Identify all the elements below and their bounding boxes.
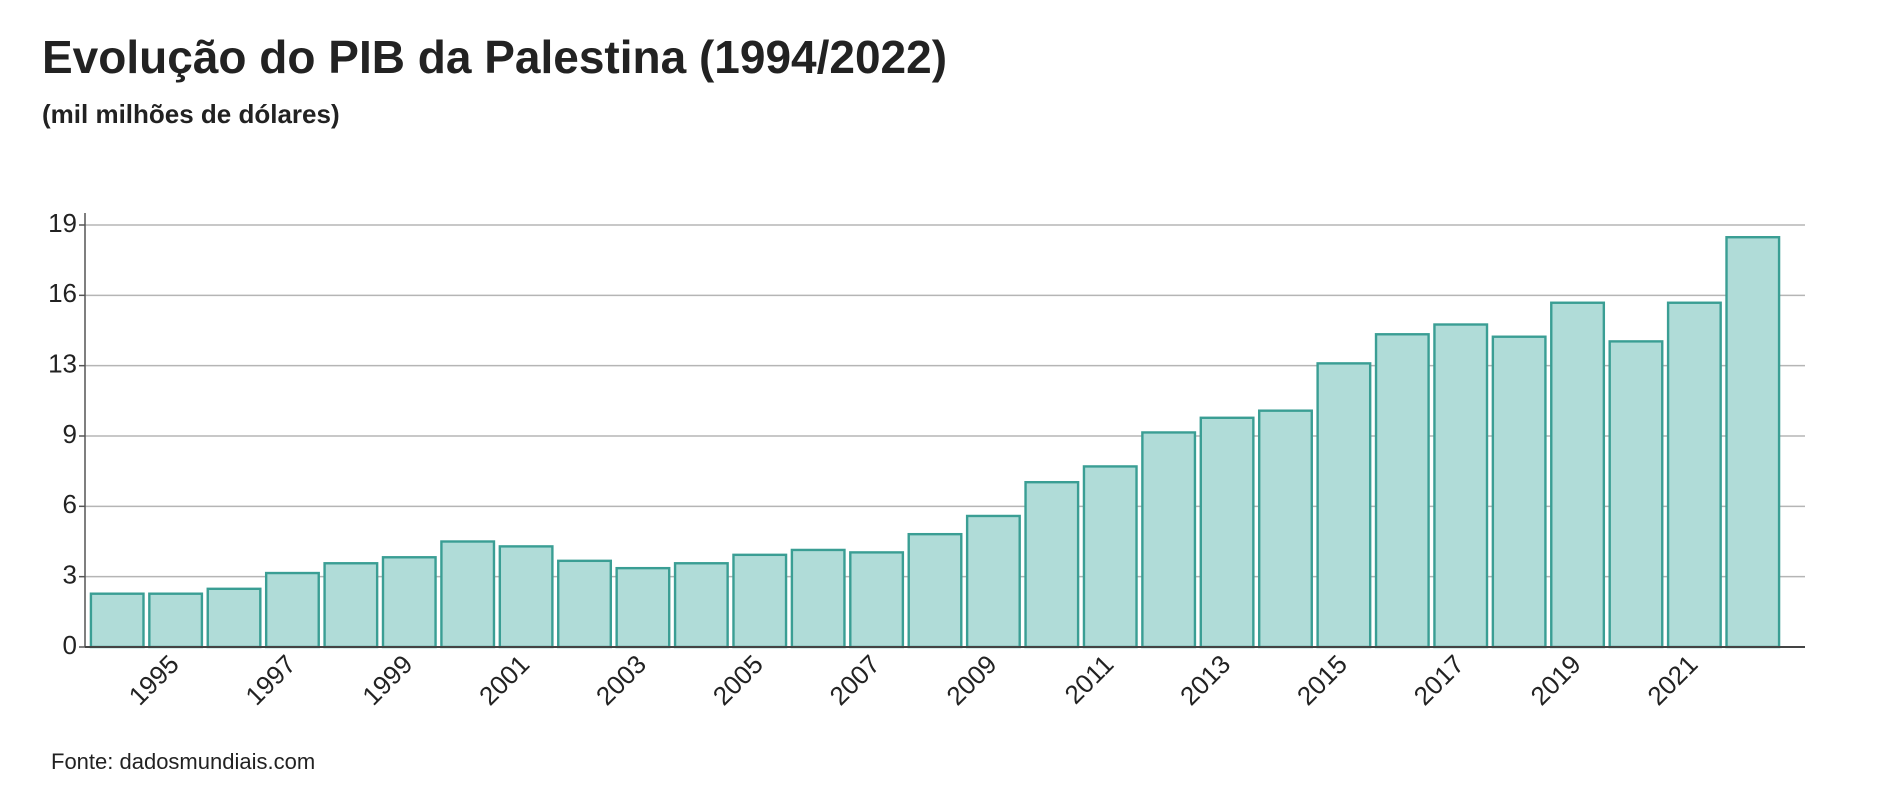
y-tick-label: 6 [63,489,77,519]
bar [1491,335,1547,649]
x-tick-label: 2001 [473,649,535,711]
bar [673,562,729,649]
x-tick-label: 2017 [1408,649,1470,711]
bar [1725,236,1781,649]
x-tick-label: 2021 [1641,649,1703,711]
x-tick-label: 2009 [940,649,1002,711]
bar [148,592,204,649]
bar [1550,301,1606,649]
bar [89,592,145,649]
bar [498,545,554,649]
bar [381,556,437,649]
bar [732,553,788,649]
x-tick-label: 2007 [824,649,886,711]
bar [1082,465,1138,649]
bar [206,587,262,649]
x-tick-label: 1995 [123,649,185,711]
bar [557,559,613,649]
source: Fonte: dadosmundiais.com [51,749,315,774]
chart-subtitle: (mil milhões de dólares) [42,99,340,129]
y-tick-label: 16 [48,278,77,308]
bar [1024,480,1080,649]
bar [907,532,963,649]
y-tick-label: 3 [63,560,77,590]
bar [440,540,496,649]
y-tick-label: 9 [63,419,77,449]
bar [790,548,846,649]
x-tick-label: 2005 [707,649,769,711]
bar [1141,431,1197,649]
bar [1374,333,1430,649]
x-tick-label: 2011 [1059,649,1120,710]
bar [1316,362,1372,649]
x-tick-label: 1999 [356,649,418,711]
bar [1433,323,1489,649]
y-tick-label: 0 [63,630,77,660]
bar [849,551,905,649]
bar [615,566,671,649]
x-tick-label: 2015 [1291,649,1353,711]
x-tick-label: 1997 [239,649,301,711]
bar [1257,409,1313,649]
x-tick-label: 2003 [590,649,652,711]
bar [264,571,320,649]
chart-title: Evolução do PIB da Palestina (1994/2022) [42,31,947,83]
x-tick-label: 2019 [1525,649,1587,711]
bar [1199,416,1255,649]
y-tick-label: 19 [48,208,77,238]
y-tick-label: 13 [48,349,77,379]
bar [965,514,1021,649]
bar [1666,301,1722,649]
x-tick-label: 2013 [1174,649,1236,711]
bar [1608,340,1664,649]
bar [323,562,379,649]
